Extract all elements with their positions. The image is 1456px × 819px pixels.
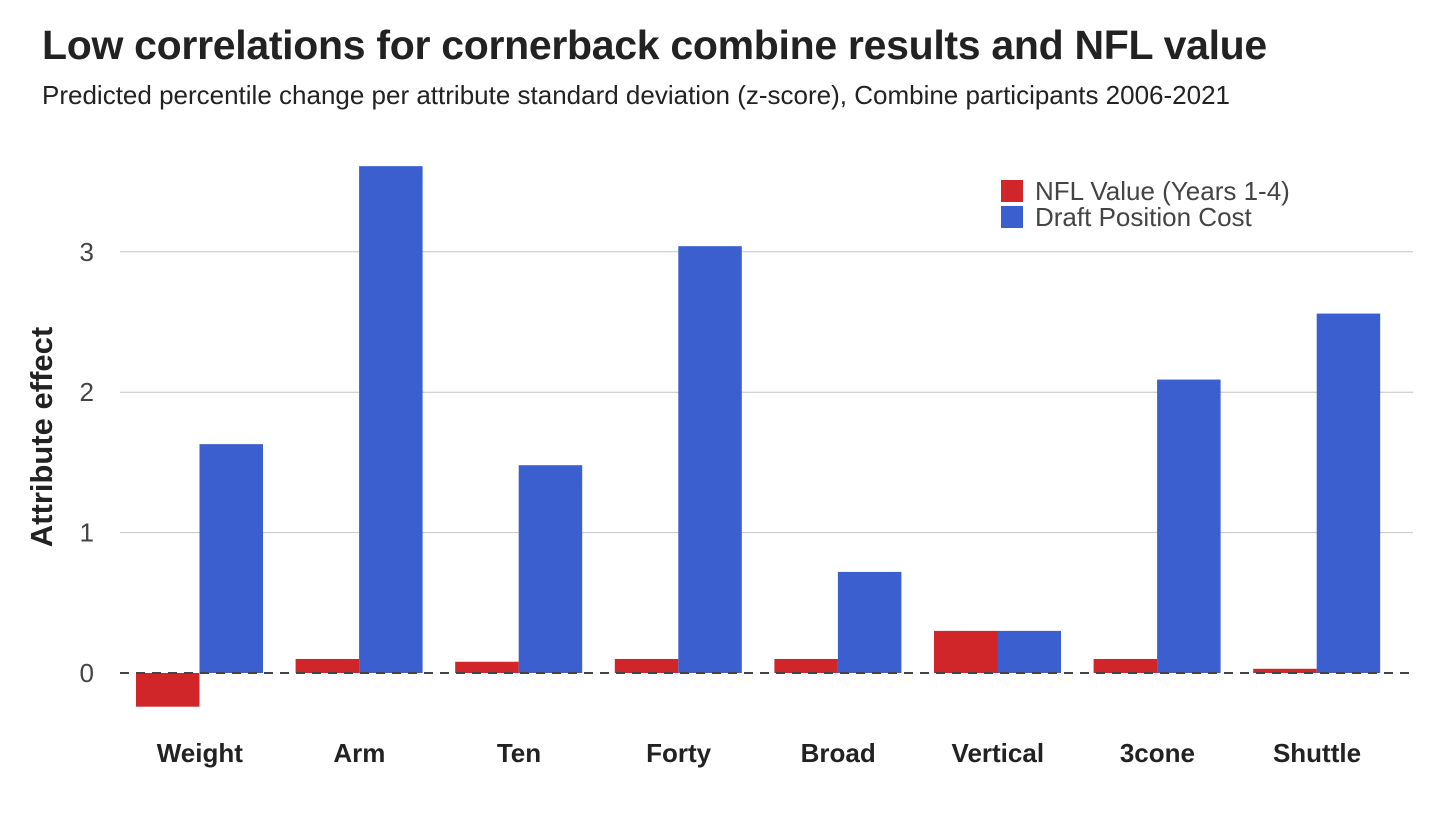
bar-nfl-value-arm (295, 658, 360, 673)
bar-nfl-value-broad (774, 658, 838, 673)
x-category-label: Ten (497, 738, 541, 768)
bar-nfl-value-ten (455, 661, 519, 673)
bar-draft-position-cost-shuttle (1316, 313, 1381, 673)
x-category-label: Forty (646, 738, 712, 768)
bars (136, 166, 1381, 707)
legend-label-nfl-value: NFL Value (Years 1-4) (1035, 176, 1290, 206)
chart-subtitle: Predicted percentile change per attribut… (42, 80, 1231, 110)
x-category-label: Vertical (952, 738, 1045, 768)
bar-nfl-value-vertical (934, 630, 998, 673)
y-tick-label: 3 (80, 237, 94, 267)
bar-nfl-value-3cone (1093, 658, 1158, 673)
bar-draft-position-cost-forty (678, 246, 742, 673)
x-category-label: Weight (157, 738, 244, 768)
chart-title: Low correlations for cornerback combine … (42, 22, 1267, 68)
y-tick-label: 2 (80, 377, 94, 407)
bar-nfl-value-weight (136, 673, 200, 707)
y-axis-title: Attribute effect (24, 327, 59, 547)
legend-swatch-nfl-value (1001, 180, 1023, 202)
x-category-label: 3cone (1120, 738, 1195, 768)
bar-draft-position-cost-arm (359, 166, 423, 673)
legend: NFL Value (Years 1-4) Draft Position Cos… (1001, 176, 1290, 232)
x-axis-categories: Weight Arm Ten Forty Broad Vertical 3cone Shutt… (157, 738, 1361, 768)
bar-draft-position-cost-broad (837, 571, 902, 673)
legend-swatch-draft-position-cost (1001, 206, 1023, 228)
bar-draft-position-cost-weight (199, 444, 263, 673)
x-category-label: Shuttle (1273, 738, 1361, 768)
bar-draft-position-cost-vertical (997, 630, 1061, 673)
y-tick-label: 0 (80, 658, 94, 688)
bar-nfl-value-forty (614, 658, 679, 673)
bar-draft-position-cost-ten (518, 465, 583, 673)
legend-label-draft-position-cost: Draft Position Cost (1035, 202, 1253, 232)
x-category-label: Broad (801, 738, 876, 768)
bar-nfl-value-shuttle (1253, 668, 1317, 673)
x-category-label: Arm (333, 738, 385, 768)
bar-draft-position-cost-3cone (1157, 379, 1221, 673)
y-axis-ticks: 0 1 2 3 (80, 237, 94, 688)
y-tick-label: 1 (80, 518, 94, 548)
